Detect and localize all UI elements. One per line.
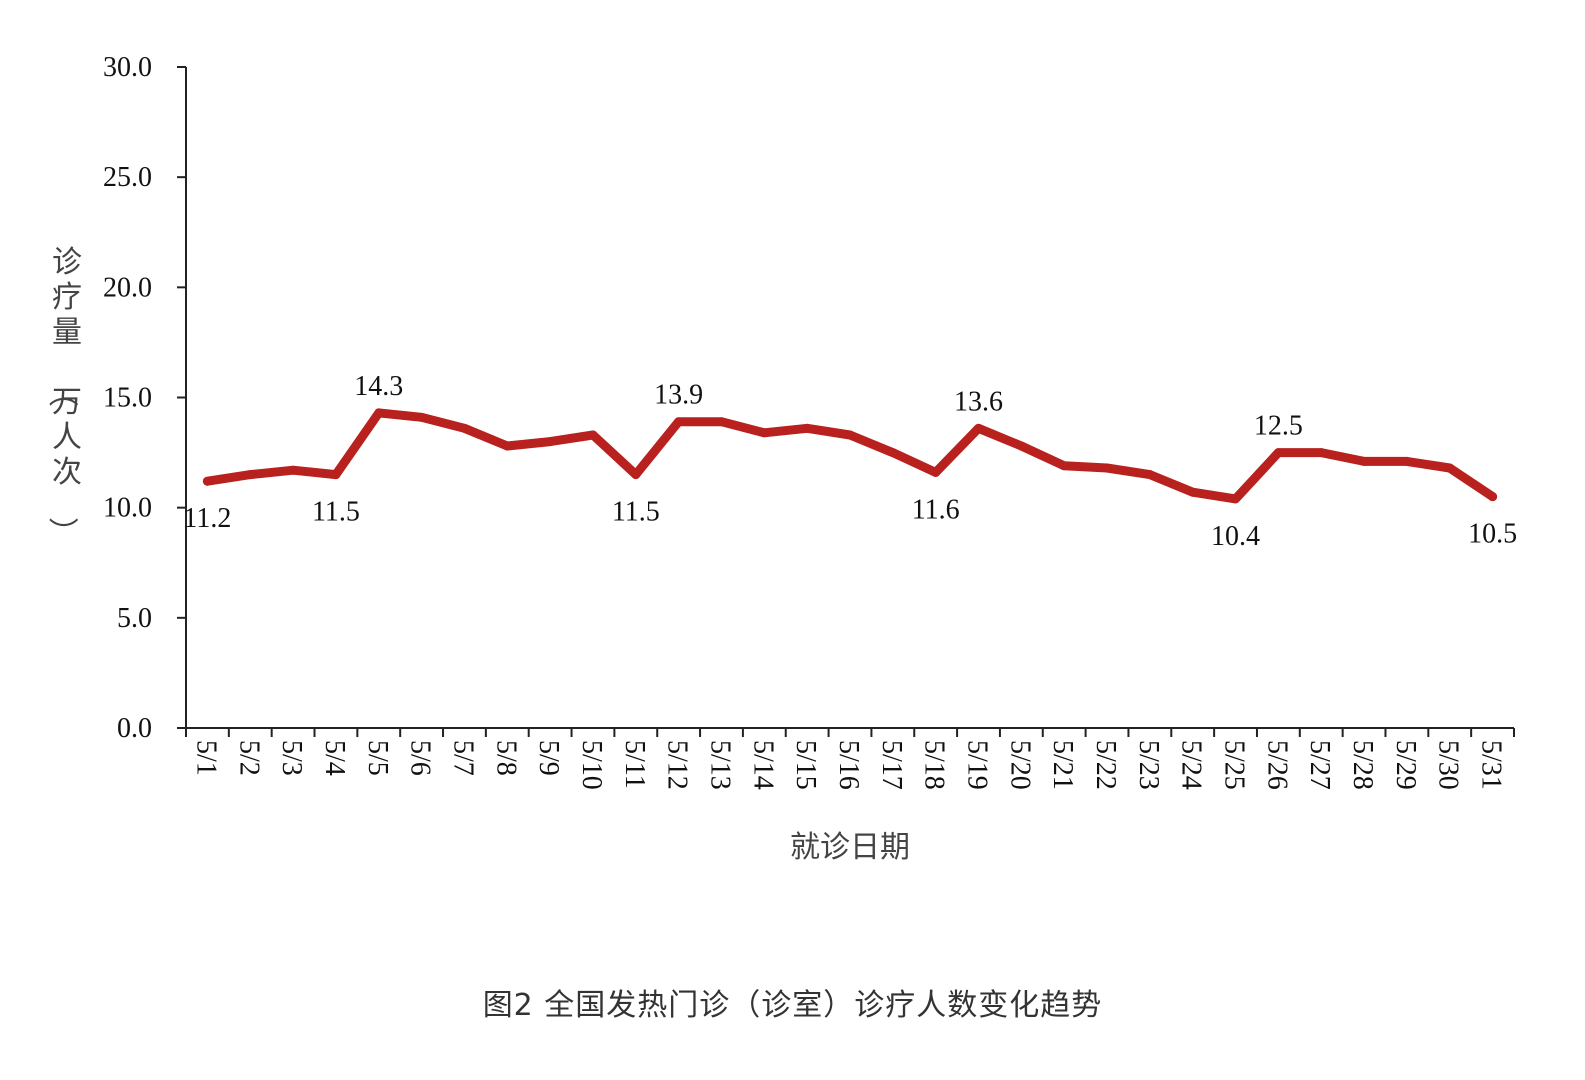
data-labels: 11.2 11.5 14.3 11.5 13.9 11.6 13.6 10.4 12.5 10.5 <box>183 371 1517 552</box>
data-point <box>331 470 341 480</box>
x-tick-label: 5/16 <box>833 740 864 790</box>
data-label: 13.6 <box>954 386 1003 417</box>
axis-titles: 就诊日期 诊疗量（万人次） <box>44 245 910 865</box>
data-point <box>1188 487 1198 497</box>
y-tick-label: 15.0 <box>103 383 152 414</box>
series-line-group <box>202 408 1498 504</box>
x-tick-label: 5/15 <box>790 740 821 790</box>
x-tick-label: 5/3 <box>276 740 307 776</box>
data-point <box>1102 463 1112 473</box>
data-point <box>974 423 984 433</box>
x-tick-label: 5/12 <box>662 740 693 790</box>
data-label: 11.5 <box>612 497 660 528</box>
data-point <box>716 417 726 427</box>
data-point <box>545 437 555 447</box>
x-tick-label: 5/11 <box>619 740 650 789</box>
data-label: 14.3 <box>354 371 403 402</box>
x-tick-label: 5/10 <box>576 740 607 790</box>
data-point <box>1402 456 1412 466</box>
data-point <box>631 470 641 480</box>
data-label: 11.6 <box>912 494 960 525</box>
data-point <box>459 423 469 433</box>
y-tick-label: 10.0 <box>103 493 152 524</box>
x-tick-label: 5/21 <box>1047 740 1078 790</box>
x-tick-label: 5/23 <box>1133 740 1164 790</box>
data-point <box>1059 461 1069 471</box>
x-tick-label: 5/9 <box>533 740 564 776</box>
x-tick-label: 5/30 <box>1433 740 1464 790</box>
data-point <box>1445 463 1455 473</box>
x-tick-label: 5/17 <box>876 740 907 790</box>
data-point <box>502 441 512 451</box>
data-label: 10.5 <box>1468 519 1517 550</box>
data-point <box>245 470 255 480</box>
y-tick-label: 25.0 <box>103 162 152 193</box>
x-tick-label: 5/28 <box>1347 740 1378 790</box>
y-tick-label: 30.0 <box>103 52 152 83</box>
data-point <box>1016 441 1026 451</box>
x-tick-label: 5/26 <box>1261 740 1292 790</box>
x-tick-label: 5/6 <box>405 740 436 776</box>
data-point <box>417 412 427 422</box>
data-point <box>1231 494 1241 504</box>
data-label: 13.9 <box>654 380 703 411</box>
data-label: 11.2 <box>183 503 231 534</box>
x-tick-label: 5/18 <box>919 740 950 790</box>
x-tick-label: 5/7 <box>447 740 478 776</box>
data-point <box>1316 448 1326 458</box>
x-tick-label: 5/27 <box>1304 740 1335 790</box>
figure-caption: 图2 全国发热门诊（诊室）诊疗人数变化趋势 <box>482 988 1103 1023</box>
data-point <box>802 423 812 433</box>
data-point <box>845 430 855 440</box>
data-point <box>374 408 384 418</box>
data-point <box>1488 492 1498 502</box>
x-tick-label: 5/19 <box>962 740 993 790</box>
x-tick-label: 5/25 <box>1219 740 1250 790</box>
x-tick-label: 5/24 <box>1176 740 1207 790</box>
y-tick-label: 0.0 <box>117 713 152 744</box>
data-point <box>288 465 298 475</box>
data-label: 11.5 <box>312 497 360 528</box>
data-point <box>588 430 598 440</box>
x-tick-label: 5/29 <box>1390 740 1421 790</box>
data-point <box>888 448 898 458</box>
y-axis-title: 诊疗量（万人次） <box>44 245 82 547</box>
data-point <box>674 417 684 427</box>
data-label: 12.5 <box>1254 411 1303 442</box>
x-tick-label: 5/5 <box>362 740 393 776</box>
x-tick-label: 5/31 <box>1476 740 1507 790</box>
x-tick-label: 5/14 <box>747 740 778 790</box>
y-tick-label: 20.0 <box>103 272 152 303</box>
x-tick-label: 5/1 <box>190 740 221 776</box>
data-point <box>202 476 212 486</box>
data-point <box>759 428 769 438</box>
data-label: 10.4 <box>1211 521 1260 552</box>
data-point <box>1359 456 1369 466</box>
x-tick-label: 5/20 <box>1004 740 1035 790</box>
x-tick-label: 5/8 <box>490 740 521 776</box>
x-axis: 5/1 5/2 5/3 5/4 5/5 5/6 5/7 5/8 5/9 5/10 5/11 5/12 5… <box>185 727 1515 790</box>
data-point <box>1273 448 1283 458</box>
x-tick-label: 5/22 <box>1090 740 1121 790</box>
data-point <box>1145 470 1155 480</box>
x-tick-label: 5/13 <box>704 740 735 790</box>
y-axis: 0.0 5.0 10.0 15.0 20.0 25.0 30.0 <box>103 52 187 744</box>
x-tick-label: 5/4 <box>319 740 350 776</box>
y-tick-label: 5.0 <box>117 603 152 634</box>
x-tick-label: 5/2 <box>233 740 264 776</box>
data-point <box>931 467 941 477</box>
x-axis-title: 就诊日期 <box>790 830 910 865</box>
